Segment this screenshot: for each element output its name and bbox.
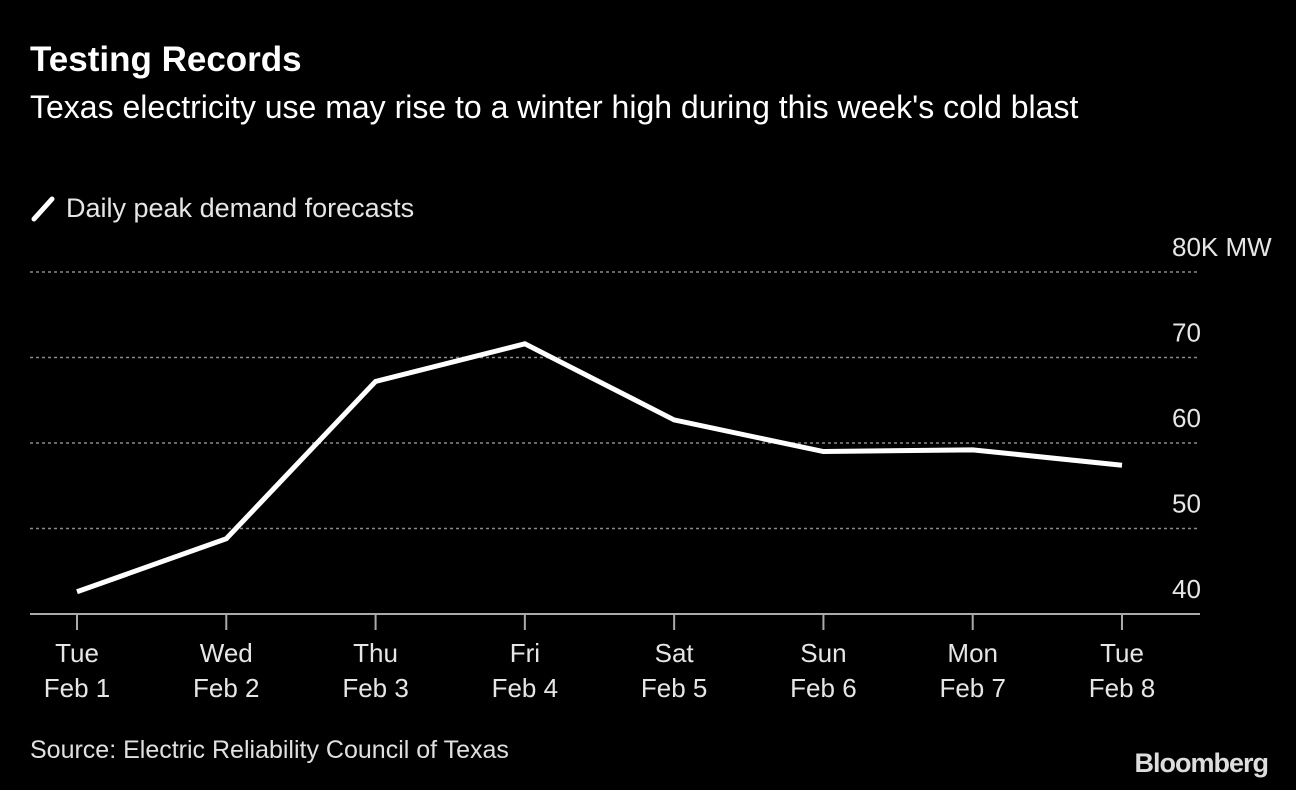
legend-line-icon bbox=[31, 196, 55, 221]
x-tick-label-day: Wed bbox=[200, 638, 253, 668]
y-tick-label: 80K MW bbox=[1172, 232, 1272, 262]
x-tick-label-date: Feb 1 bbox=[44, 673, 111, 703]
x-tick-label-day: Sun bbox=[800, 638, 846, 668]
y-tick-label: 50 bbox=[1172, 489, 1201, 519]
x-tick-label-date: Feb 7 bbox=[939, 673, 1006, 703]
x-tick-label-date: Feb 4 bbox=[492, 673, 559, 703]
x-tick-label-date: Feb 2 bbox=[193, 673, 260, 703]
x-tick-label-day: Mon bbox=[947, 638, 998, 668]
x-tick-label-date: Feb 5 bbox=[641, 673, 708, 703]
x-tick-label-day: Thu bbox=[353, 638, 398, 668]
y-tick-label: 40 bbox=[1172, 574, 1201, 604]
bloomberg-logo: Bloomberg bbox=[1134, 748, 1269, 778]
chart-title: Testing Records bbox=[30, 40, 302, 79]
x-tick-label-day: Sat bbox=[655, 638, 695, 668]
y-tick-label: 70 bbox=[1172, 318, 1201, 348]
chart-subtitle: Texas electricity use may rise to a wint… bbox=[30, 89, 1079, 125]
legend-label: Daily peak demand forecasts bbox=[66, 193, 415, 223]
x-tick-label-date: Feb 6 bbox=[790, 673, 857, 703]
legend: Daily peak demand forecasts bbox=[30, 193, 414, 224]
x-tick-label-date: Feb 3 bbox=[342, 673, 409, 703]
x-tick-label-day: Fri bbox=[510, 638, 540, 668]
x-tick-label-date: Feb 8 bbox=[1089, 673, 1156, 703]
x-tick-label-day: Tue bbox=[1100, 638, 1144, 668]
x-tick-label-day: Tue bbox=[55, 638, 99, 668]
series-line-daily-peak-demand bbox=[76, 341, 1123, 595]
source-note: Source: Electric Reliability Council of … bbox=[30, 736, 509, 764]
y-tick-label: 60 bbox=[1172, 403, 1201, 433]
